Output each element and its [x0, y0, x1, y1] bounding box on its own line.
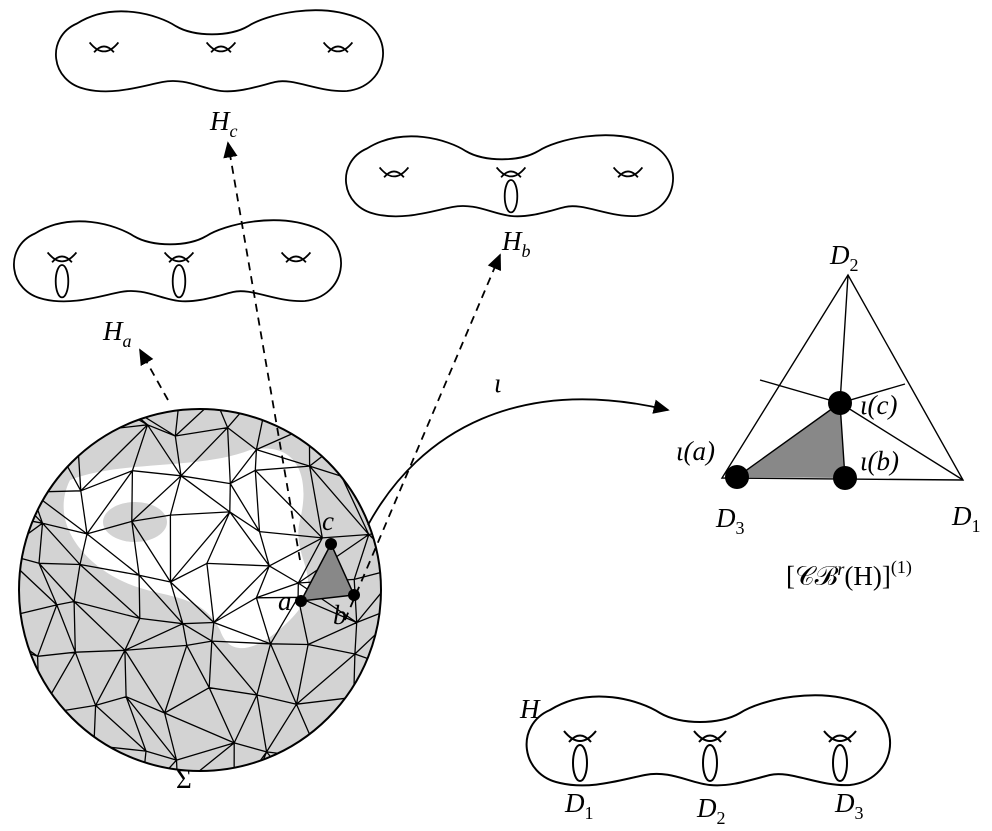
disk	[18, 408, 382, 772]
label-sigma: Σ	[176, 764, 192, 794]
label-d3: D3	[715, 503, 745, 538]
label-hb: Hb	[501, 226, 531, 261]
label-iota-b: ι(b)	[860, 446, 899, 476]
surfaces	[13, 9, 892, 787]
surface	[525, 694, 892, 787]
label-hc: Hc	[209, 106, 238, 141]
surface	[13, 219, 342, 303]
label-d2: D2	[829, 240, 859, 275]
label-h: H	[519, 694, 541, 724]
complex-triangle	[720, 273, 965, 490]
surface	[345, 134, 674, 218]
label-complex: [𝒞ℬr(H)](1)	[786, 557, 912, 591]
mesh	[19, 409, 381, 771]
label-b: b	[333, 600, 347, 630]
label-iota: ι	[494, 368, 502, 398]
label-c: c	[322, 506, 334, 536]
surface	[55, 9, 384, 93]
arrows	[139, 141, 670, 621]
label-a: a	[278, 586, 292, 616]
label-d1-bottom: D1	[564, 788, 594, 823]
label-d3-bottom: D3	[834, 788, 864, 823]
label-iota-c: ι(c)	[860, 390, 897, 420]
label-ha: Ha	[102, 316, 132, 351]
label-iota-a: ι(a)	[676, 436, 715, 466]
label-d2-bottom: D2	[696, 793, 726, 828]
label-d1: D1	[951, 501, 981, 536]
